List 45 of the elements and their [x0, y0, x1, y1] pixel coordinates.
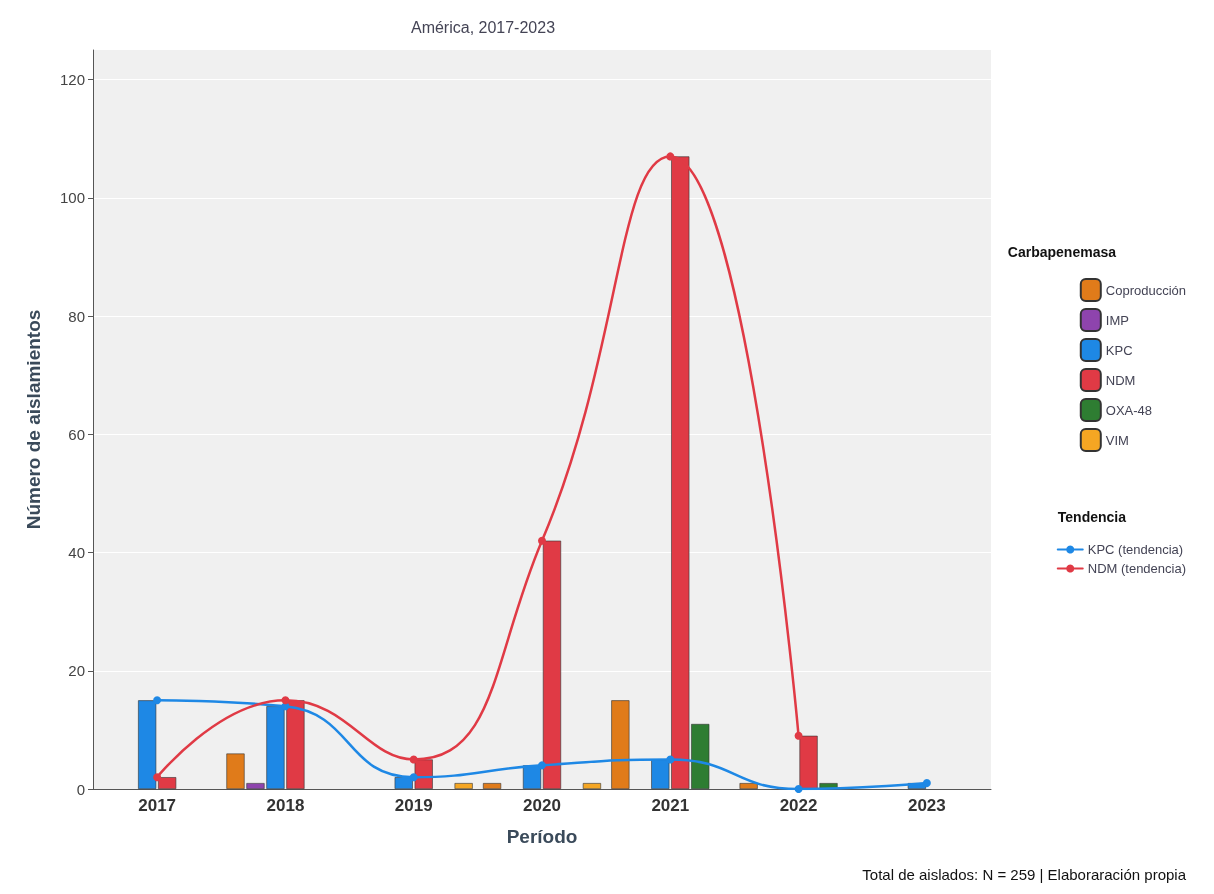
- point: [794, 785, 803, 793]
- point: [666, 755, 675, 764]
- point: [409, 773, 418, 782]
- point: [538, 761, 546, 770]
- legend-label: KPC: [1105, 342, 1133, 358]
- text: Tendencia: [1057, 509, 1126, 525]
- x-axis-title: Período: [506, 826, 578, 847]
- y-tick-label: 120: [59, 71, 85, 89]
- x-tick-label: 2023: [907, 796, 946, 815]
- chart-title: América, 2017-2023: [410, 18, 556, 36]
- point: [794, 731, 803, 740]
- point: [922, 779, 931, 788]
- point: [281, 696, 290, 705]
- x-tick-label: 2018: [266, 796, 305, 815]
- text: Carbapenemasa: [1007, 244, 1117, 260]
- legend-label: NDM: [1105, 372, 1136, 388]
- point: [153, 696, 162, 705]
- y-tick-label: 40: [68, 544, 85, 562]
- y-tick-label: 100: [59, 189, 85, 207]
- bar: [739, 783, 758, 789]
- point: [538, 536, 546, 545]
- bar: [454, 783, 473, 789]
- legend-label: OXA-48: [1105, 402, 1153, 418]
- bar: [582, 783, 602, 789]
- x-tick-label: 2019: [394, 796, 433, 815]
- point: [666, 152, 675, 161]
- y-axis-title: Número de aislamientos: [23, 309, 44, 530]
- x-tick-label: 2020: [523, 796, 561, 815]
- legend-label: IMP: [1105, 312, 1129, 328]
- x-tick-label: 2017: [138, 796, 177, 815]
- legend-label: Coproducción: [1105, 282, 1186, 298]
- legend-label: VIM: [1105, 432, 1129, 448]
- y-tick-label: 20: [68, 662, 85, 680]
- y-tick-label: 80: [68, 307, 85, 325]
- bar: [482, 783, 502, 789]
- x-tick-label: 2021: [651, 796, 690, 815]
- y-tick-label: 60: [68, 425, 85, 443]
- y-tick-label: 0: [76, 780, 85, 798]
- x-tick-label: 2022: [779, 796, 818, 815]
- legend-label: NDM (tendencia): [1087, 561, 1187, 576]
- point: [153, 773, 162, 782]
- legend-label: KPC (tendencia): [1087, 542, 1184, 557]
- text: Total de aislados: N = 259 | Elaboraración propia: [862, 866, 1187, 883]
- bar: [611, 700, 630, 789]
- point: [409, 755, 418, 764]
